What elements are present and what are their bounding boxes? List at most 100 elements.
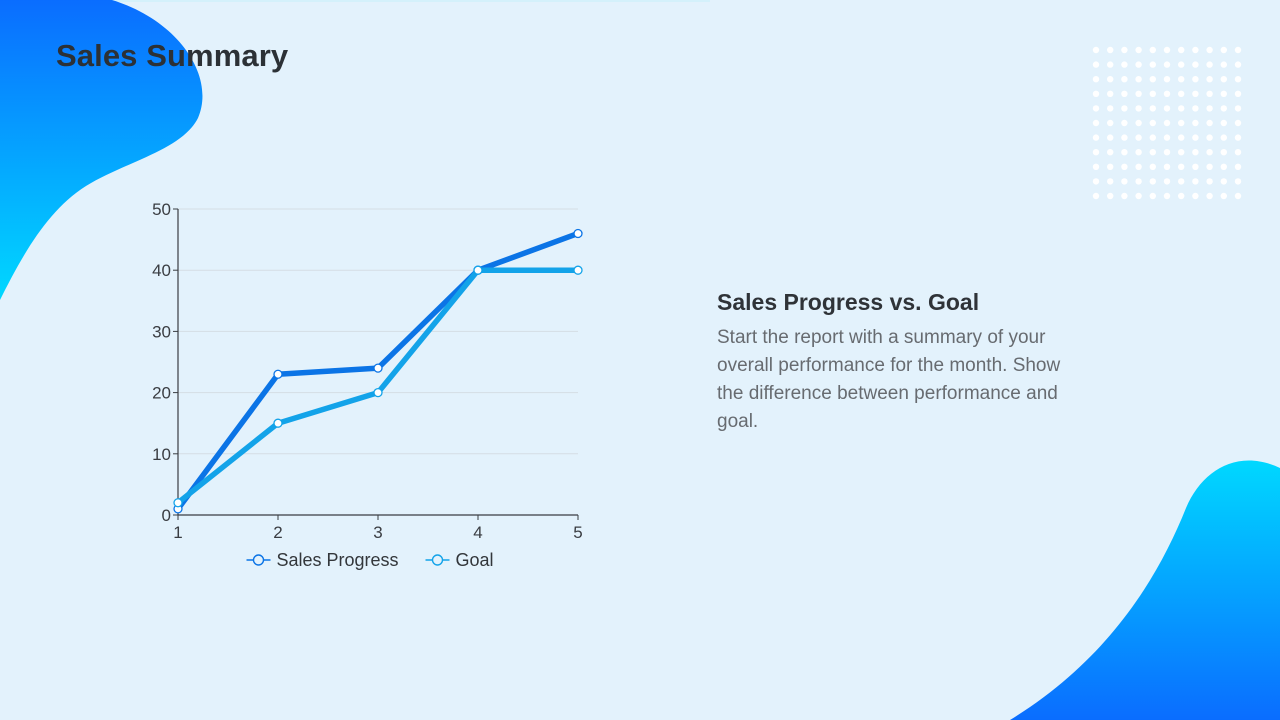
decorative-dot [1206,46,1213,54]
decorative-dot [1121,119,1128,127]
decorative-dot [1192,90,1199,97]
decorative-dot [1178,119,1185,127]
decorative-dot [1192,76,1199,83]
decorative-dot [1234,149,1242,156]
decorative-dot [1092,119,1100,127]
decorative-dot [1092,90,1100,97]
decorative-dot [1135,178,1142,185]
decorative-dot [1149,46,1156,54]
decorative-dot [1121,134,1128,141]
decorative-dot [1107,90,1114,97]
decorative-dot [1149,105,1156,112]
decorative-dot [1121,149,1128,156]
top-accent-line [0,0,710,2]
decorative-dot [1092,149,1100,156]
x-tick-label: 5 [573,523,582,542]
decorative-dot [1178,149,1185,156]
decorative-dot [1220,119,1227,127]
decorative-dot [1234,61,1242,68]
decorative-dot [1149,90,1156,97]
data-point-goal [373,387,383,398]
decorative-dot [1121,105,1128,112]
decorative-dot [1163,149,1171,156]
decorative-dot [1135,105,1142,112]
decorative-dot [1092,46,1100,54]
decorative-dot [1107,105,1114,112]
decorative-dot [1206,90,1213,97]
series-line-goal [175,267,581,506]
decorative-dot [1121,90,1128,97]
section-body: Start the report with a summary of your … [717,327,1061,432]
x-tick-label: 2 [273,523,282,542]
decorative-dot [1220,46,1227,54]
decorative-dot [1163,46,1171,54]
decorative-dot [1107,134,1114,141]
decorative-dot [1107,178,1114,185]
decorative-dot [1220,90,1227,97]
decorative-dot [1092,76,1100,83]
decorative-dot [1107,149,1114,156]
decorative-dot-grid [1092,46,1242,200]
data-point-goal [473,265,483,275]
decorative-dot [1220,163,1227,170]
decorative-dot [1121,76,1128,83]
decorative-dot [1178,61,1185,68]
y-tick-label: 0 [162,506,171,525]
decorative-dot [1220,61,1227,68]
sales-line-chart: 0 10 20 30 40 50 1 2 3 4 5 Sales Progress Goal [152,200,583,570]
decorative-dot [1206,192,1213,200]
decorative-dot [1135,61,1142,68]
decorative-dot [1192,178,1199,185]
decorative-dot [1135,90,1142,97]
legend-swatch-marker-sales-progress [252,554,265,566]
decorative-dot [1135,119,1142,127]
decorative-dot [1107,46,1114,54]
decorative-dot [1220,149,1227,156]
decorative-dot [1092,192,1100,200]
decorative-dot [1121,192,1128,200]
decorative-dot [1092,105,1100,112]
decorative-dot [1206,105,1213,112]
decorative-dot [1178,192,1185,200]
decorative-dot [1163,119,1171,127]
decorative-dot [1192,105,1199,112]
decorative-dot [1206,134,1213,141]
legend-swatch-marker-goal [431,554,444,566]
legend-label-goal: Goal [456,550,494,570]
decorative-dot [1149,119,1156,127]
decorative-dot [1220,192,1227,200]
decorative-dot [1234,105,1242,112]
data-point-sales-progress [573,228,583,239]
decorative-dot [1135,46,1142,54]
decorative-dot [1149,149,1156,156]
decorative-dot [1092,61,1100,68]
decorative-dot [1092,134,1100,141]
decorative-dot [1192,119,1199,127]
decorative-dot [1149,192,1156,200]
decorative-dot [1220,134,1227,141]
section-heading: Sales Progress vs. Goal [717,289,980,315]
decorative-dot [1178,178,1185,185]
decorative-dot [1107,119,1114,127]
decorative-dot [1135,134,1142,141]
decorative-dot [1192,46,1199,54]
data-point-sales-progress [273,369,283,379]
y-tick-label: 30 [152,322,171,341]
decorative-dot [1135,163,1142,170]
decorative-dot [1192,149,1199,156]
decorative-dot [1178,105,1185,112]
decorative-dot [1121,163,1128,170]
data-point-goal [173,498,183,508]
data-point-sales-progress [373,363,383,373]
decorative-dot [1178,134,1185,141]
decorative-dot [1234,76,1242,83]
decorative-dot [1206,76,1213,83]
decorative-dot [1178,46,1185,54]
top-left-decorative-blob [0,0,203,300]
decorative-dot [1092,163,1100,170]
decorative-dot [1234,46,1242,54]
decorative-dot [1234,134,1242,141]
decorative-dot [1163,90,1171,97]
decorative-dot [1107,192,1114,200]
